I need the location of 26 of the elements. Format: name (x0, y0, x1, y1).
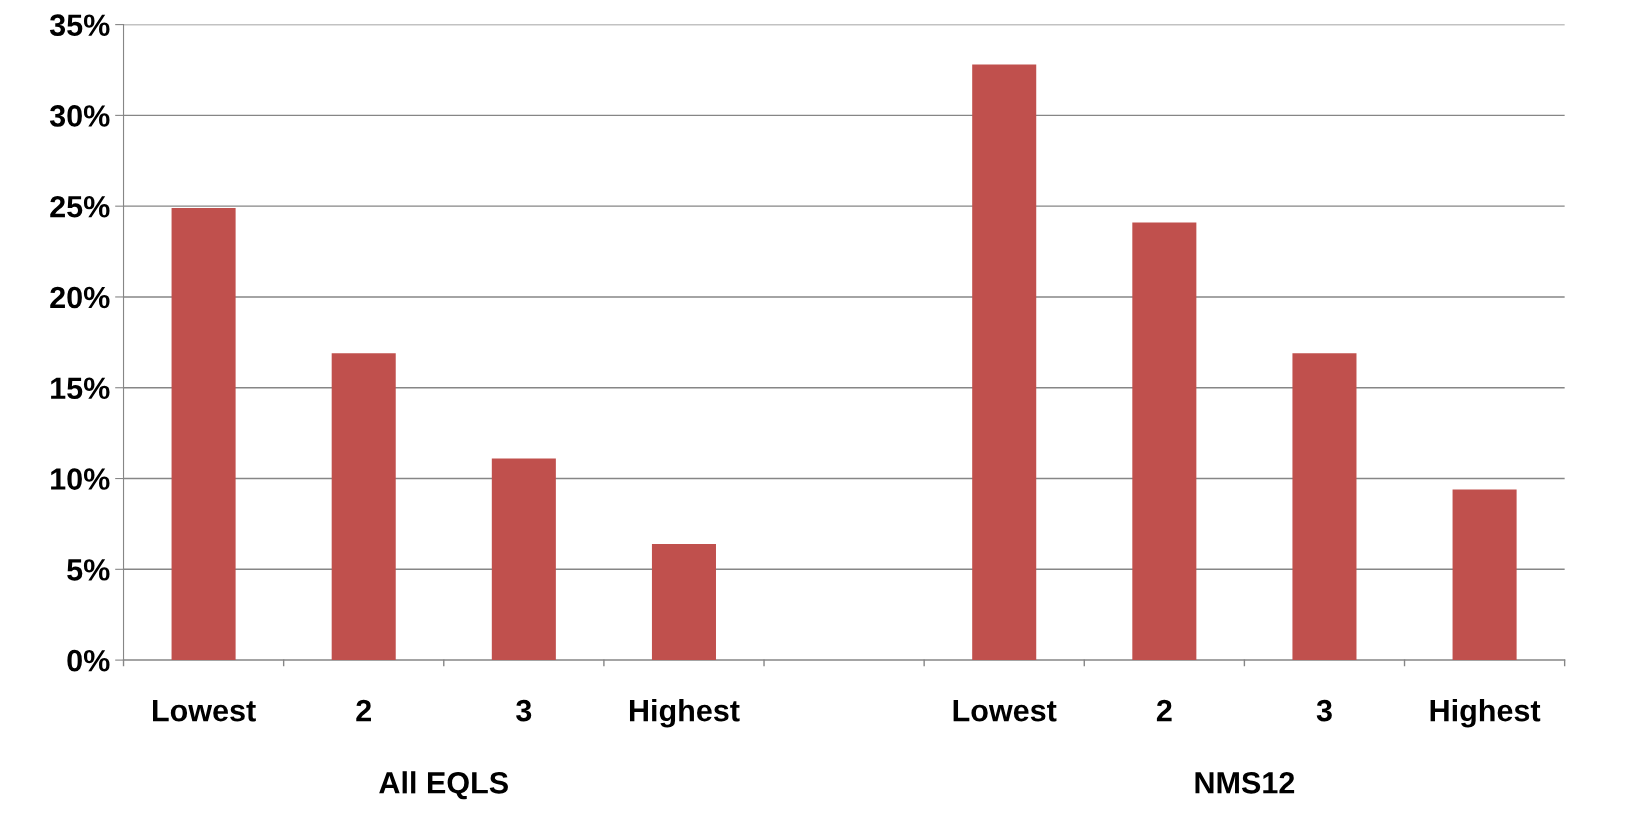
bar (1132, 222, 1197, 661)
y-tick-label: 20% (50, 286, 110, 309)
y-tick-label: 30% (49, 105, 110, 127)
x-tick-label: 2 (356, 699, 371, 722)
y-tick-label: 10% (51, 468, 110, 490)
text: All EQLS (379, 771, 508, 800)
y-tick-label: 35% (49, 14, 110, 37)
x-tick-label: 3 (516, 699, 532, 722)
x-tick-label: Lowest (953, 700, 1057, 722)
x-tick-label: 2 (1156, 699, 1172, 722)
y-tick-label: 15% (51, 377, 110, 400)
bar (491, 458, 556, 661)
bar (1452, 489, 1517, 661)
x-tick-label: Lowest (153, 700, 256, 722)
x-tick-label: 3 (1316, 699, 1332, 722)
bar (972, 64, 1037, 661)
y-tick-label: 0% (67, 649, 110, 672)
bar (331, 353, 396, 661)
bar (651, 543, 716, 661)
bar (171, 207, 236, 661)
y-tick-label: 5% (67, 559, 110, 581)
text: NMS12 (1195, 772, 1295, 794)
y-tick-label: 25% (50, 195, 110, 218)
bar (1292, 353, 1357, 661)
x-tick-label: Highest (1430, 698, 1541, 728)
x-tick-label: Highest (629, 698, 740, 728)
